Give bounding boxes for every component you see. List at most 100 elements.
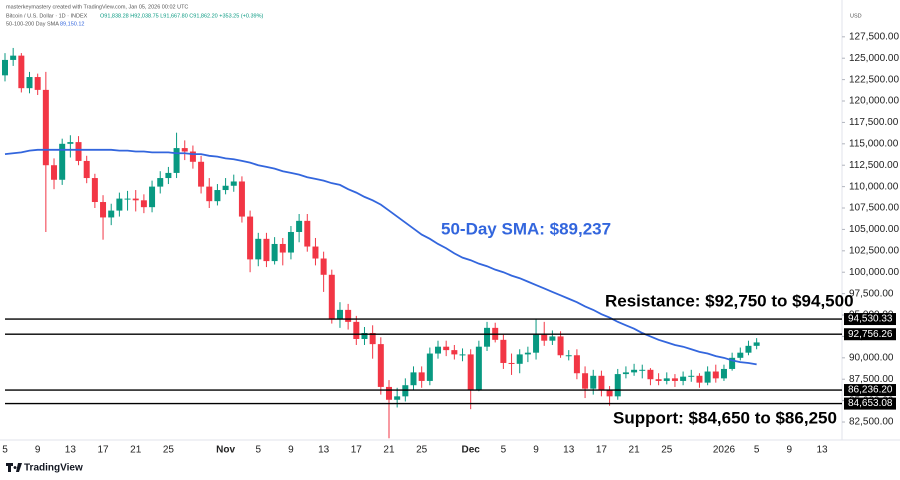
- candle-body: [353, 321, 360, 339]
- candles: [2, 47, 760, 439]
- candle-body: [75, 142, 82, 161]
- symbol-title: Bitcoin / U.S. Dollar · 1D · INDEX: [6, 13, 88, 19]
- candle-body: [132, 198, 139, 201]
- candle-body: [336, 309, 343, 320]
- indicator-value: 89,150.12: [60, 21, 84, 27]
- candle-body: [443, 346, 450, 351]
- indicator-label: 50-100-200 Day SMA: [6, 21, 59, 27]
- x-tick-label: 25: [163, 445, 175, 456]
- level-label-box: [844, 313, 896, 326]
- candle-body: [165, 172, 172, 179]
- brand-name: TradingView: [24, 463, 83, 474]
- y-tick-label: 90,000.00: [849, 352, 894, 363]
- x-tick-label: 21: [629, 445, 641, 456]
- candle-body: [639, 369, 646, 371]
- candle-body: [418, 372, 425, 381]
- candle-body: [598, 375, 605, 391]
- x-tick-label: 17: [97, 445, 109, 456]
- candle-body: [680, 376, 687, 381]
- candle-body: [247, 216, 254, 260]
- x-tick-label: 13: [563, 445, 575, 456]
- candle-body: [647, 369, 654, 380]
- y-tick-label: 122,500.00: [849, 74, 899, 85]
- y-tick-label: 112,500.00: [849, 160, 899, 171]
- annotation: Resistance: $92,750 to $94,500: [605, 291, 854, 310]
- sma-line: [4, 148, 757, 366]
- attribution: masterkeymastery created with TradingVie…: [6, 4, 188, 10]
- x-tick-label: 13: [318, 445, 330, 456]
- candle-body: [100, 202, 107, 218]
- candle-body: [704, 371, 711, 383]
- candle-body: [18, 55, 25, 89]
- y-tick-label: 125,000.00: [849, 53, 899, 64]
- candle-body: [140, 200, 147, 208]
- x-tick-label: 21: [383, 445, 395, 456]
- y-tick-label: 127,500.00: [849, 31, 899, 42]
- candle-body: [582, 373, 589, 389]
- candle-body: [2, 59, 8, 76]
- candle-body: [737, 352, 744, 358]
- candle-body: [696, 375, 703, 383]
- x-tick-label: Nov: [216, 445, 235, 456]
- candle-body: [181, 148, 188, 152]
- candle-body: [549, 336, 556, 341]
- candle-body: [435, 346, 442, 354]
- y-tick-label: 115,000.00: [849, 138, 899, 149]
- y-tick-label: 82,500.00: [849, 417, 894, 428]
- candle-body: [671, 378, 678, 381]
- candle-body: [451, 350, 458, 355]
- x-tick-label: 21: [130, 445, 142, 456]
- level-label-box: [844, 384, 896, 397]
- x-tick-label: 25: [661, 445, 673, 456]
- candle-body: [271, 243, 278, 262]
- candle-body: [230, 181, 237, 186]
- candle-body: [712, 371, 719, 379]
- x-tick-label: 9: [35, 445, 41, 456]
- candle-body: [516, 354, 523, 364]
- candle-body: [655, 379, 662, 381]
- candle-body: [238, 181, 245, 217]
- x-tick-label: 9: [288, 445, 294, 456]
- candle-body: [369, 332, 376, 345]
- x-tick-label: 13: [816, 445, 828, 456]
- y-tick-label: 117,500.00: [849, 117, 899, 128]
- candle-body: [26, 77, 33, 89]
- candle-body: [91, 178, 98, 203]
- candle-body: [83, 160, 90, 179]
- candle-body: [198, 161, 205, 187]
- candle-body: [255, 238, 262, 260]
- level-label: 86,236.20: [848, 385, 893, 396]
- candle-body: [524, 352, 531, 355]
- x-tick-label: 25: [416, 445, 428, 456]
- candle-body: [296, 220, 303, 232]
- candle-body: [565, 355, 572, 357]
- candle-body: [206, 186, 213, 202]
- level-label-box: [844, 328, 896, 341]
- candle-body: [222, 185, 229, 191]
- x-tick-label: 5: [2, 445, 8, 456]
- candle-body: [34, 77, 41, 90]
- x-tick-label: Dec: [462, 445, 481, 456]
- candle-body: [42, 89, 49, 166]
- y-tick-label: 100,000.00: [849, 267, 899, 278]
- level-label: 92,756.26: [848, 329, 893, 340]
- candle-body: [51, 165, 58, 180]
- candle-body: [631, 369, 638, 373]
- candle-body: [59, 143, 66, 180]
- x-tick-label: 5: [501, 445, 507, 456]
- candle-body: [606, 390, 613, 397]
- candle-body: [573, 355, 580, 374]
- y-tick-label: 120,000.00: [849, 96, 899, 107]
- candle-body: [304, 220, 311, 247]
- level-label-box: [844, 397, 896, 410]
- candle-body: [328, 274, 335, 320]
- candle-body: [149, 186, 156, 208]
- candle-body: [108, 210, 115, 218]
- candle-body: [729, 357, 736, 369]
- level-label: 94,530.33: [848, 314, 893, 325]
- candle-body: [753, 342, 760, 346]
- candle-body: [614, 374, 621, 397]
- x-tick-label: 17: [351, 445, 363, 456]
